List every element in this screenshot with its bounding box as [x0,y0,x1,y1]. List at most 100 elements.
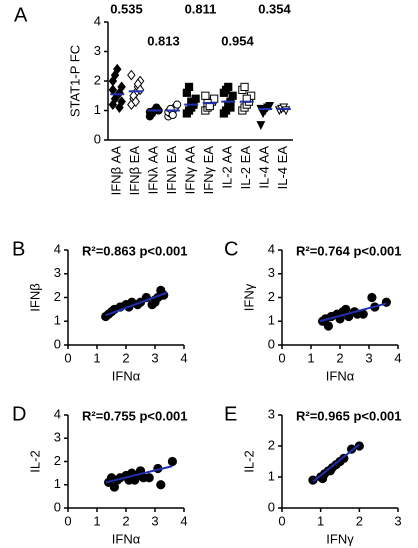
y-tick-label: 1 [54,313,61,328]
x-tick-label: IFNβ EA [127,146,142,196]
x-tick-label: 4 [180,513,187,528]
x-tick-label: IL-4 EA [275,146,290,190]
point [201,91,210,100]
x-tick-label: 0 [64,350,71,365]
x-tick-label: IFNγ EA [201,146,216,195]
y-tick-label: 4 [94,13,101,28]
x-tick-label: 1 [93,350,100,365]
y-tick-label: 3 [54,430,61,445]
y-tick-label: 2 [54,289,61,304]
x-tick-label: 3 [365,350,372,365]
y-tick-label: 1 [268,313,275,328]
x-tick-label: 1 [93,513,100,528]
annotation: R²=0.764 p<0.001 [296,243,402,258]
point [265,101,275,111]
y-tick-label: 2 [268,437,275,452]
y-tick-label: 0 [54,336,61,351]
y-tick-label: 2 [94,72,101,87]
y-tick-label: 0 [54,499,61,514]
point [184,82,194,92]
y-axis-label: IFNγ [241,283,256,311]
annotation: R²=0.965 p<0.001 [296,408,402,423]
point [145,107,154,117]
point [117,81,126,93]
annotation: R²=0.863 p<0.001 [82,243,188,258]
y-axis-label: IL-2 [241,450,256,472]
p-value: 0.354 [258,1,291,16]
annotation: R²=0.755 p<0.001 [82,408,188,423]
x-tick-label: IL-2 AA [220,146,235,189]
x-tick-label: IFNλ EA [164,146,179,195]
point [144,473,154,483]
point [173,100,182,109]
x-tick-label: 1 [307,350,314,365]
point [256,121,266,130]
p-value: 0.535 [110,1,143,16]
x-tick-label: 2 [356,513,363,528]
y-tick-label: 2 [54,453,61,468]
trend-line [312,443,360,483]
point [224,82,233,92]
x-tick-label: 3 [151,350,158,365]
point [240,82,249,92]
point [367,292,377,303]
x-tick-label: IFNλ AA [146,146,161,195]
point [308,475,318,485]
p-value: 0.954 [221,33,254,48]
point [226,103,235,112]
trend-line [319,302,387,323]
y-tick-label: 0 [268,499,275,514]
x-axis-label: IFNα [112,368,141,383]
point [381,297,391,307]
x-axis-label: IFNα [112,531,141,546]
point [168,110,177,120]
y-tick-label: 0 [268,336,275,351]
point [228,91,237,100]
panel-label: D [12,403,26,425]
x-tick-label: 0 [278,513,285,528]
y-tick-label: 1 [54,476,61,491]
x-tick-label: 3 [151,513,158,528]
y-tick-label: 3 [54,265,61,280]
x-tick-label: 0 [278,350,285,365]
x-tick-label: IFNβ AA [109,146,124,196]
panel-label: B [12,238,25,260]
p-value: 0.811 [185,1,217,16]
trend-line [105,465,173,484]
trend-line [105,291,167,317]
y-tick-label: 4 [54,241,61,256]
y-tick-label: 3 [268,265,275,280]
x-tick-label: IL-2 EA [238,146,253,190]
y-tick-label: 4 [54,406,61,421]
x-tick-label: 2 [122,350,129,365]
y-axis-label: IL-2 [27,450,42,472]
y-tick-label: 0 [94,131,101,146]
panel-label: E [224,403,237,425]
y-tick-label: 1 [94,102,101,117]
point [117,96,126,108]
x-tick-label: IL-4 AA [257,146,272,189]
y-tick-label: 4 [268,241,275,256]
x-tick-label: 4 [180,350,187,365]
point [323,321,333,331]
point [113,63,122,75]
point [109,482,119,492]
point [341,304,351,314]
point [156,480,166,490]
point [131,96,140,108]
y-tick-label: 3 [94,43,101,58]
x-tick-label: IFNγ AA [183,146,198,195]
x-tick-label: 2 [336,350,343,365]
x-tick-label: 1 [317,513,324,528]
panel-label: A [14,4,28,26]
y-tick-label: 2 [268,289,275,304]
x-tick-label: 4 [394,350,401,365]
y-tick-label: 3 [268,406,275,421]
y-axis-label: STAT1-P FC [67,45,82,117]
x-tick-label: 0 [64,513,71,528]
point [354,441,364,451]
x-axis-label: IFNγ [326,531,354,546]
p-value: 0.813 [147,33,180,48]
point [127,69,136,81]
